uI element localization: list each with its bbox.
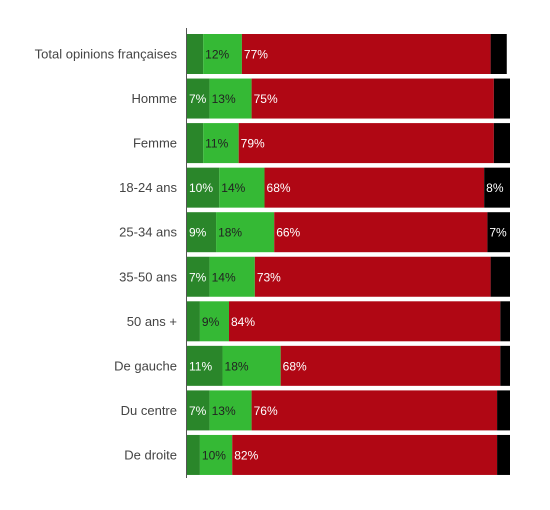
bar-segment [219, 167, 265, 208]
bar-segment [493, 78, 510, 119]
bar-segment [187, 390, 210, 431]
bar-segment [187, 256, 210, 297]
bar-segment [216, 212, 275, 253]
data-label: 9% [202, 315, 220, 329]
bar-segment [187, 434, 200, 475]
data-label: 10% [202, 448, 226, 462]
bar-segment [187, 345, 223, 386]
data-label: 8% [486, 181, 504, 195]
bar-segment [251, 390, 498, 431]
bar-segment [497, 390, 510, 431]
data-label: 9% [189, 226, 207, 240]
bar-segment [497, 434, 510, 475]
data-label: 68% [267, 181, 291, 195]
category-tick-label: Du centre [121, 403, 177, 418]
data-label: 76% [254, 404, 278, 418]
data-label: 77% [244, 48, 268, 62]
data-label: 13% [212, 404, 236, 418]
bar-segment [209, 78, 252, 119]
data-label: 13% [212, 92, 236, 106]
data-label: 75% [254, 92, 278, 106]
data-label: 10% [189, 181, 213, 195]
data-label: 84% [231, 315, 255, 329]
bar-segment [487, 212, 510, 253]
bar-segment [199, 434, 233, 475]
bar-segment [280, 345, 501, 386]
data-label: 7% [189, 270, 207, 284]
bar-segment [251, 78, 494, 119]
bar-segment [187, 78, 210, 119]
bar-segment [241, 34, 491, 74]
bar-segment [274, 212, 488, 253]
data-label: 79% [241, 137, 265, 151]
category-tick-label: Femme [133, 136, 177, 151]
category-labels-group: Total opinions françaises Homme Femme 18-24… [35, 47, 178, 463]
data-label: 73% [257, 270, 281, 284]
data-label: 7% [189, 92, 207, 106]
data-label: 12% [205, 48, 229, 62]
data-label: 14% [221, 181, 245, 195]
bar-segment [209, 256, 255, 297]
category-tick-label: 35-50 ans [119, 269, 177, 284]
bar-segment [203, 34, 242, 74]
bar-segment [209, 390, 252, 431]
bars-group: 12% 77% 7% 13% 75% 11% 79% 10% 14% 68% 8% 9% 18% 66% 7… [187, 34, 510, 475]
data-label: 18% [225, 359, 249, 373]
category-tick-label: Homme [131, 91, 177, 106]
data-label: 82% [234, 448, 258, 462]
data-label: 11% [205, 137, 228, 151]
bar-segment [203, 123, 239, 164]
bar-segment [187, 301, 200, 342]
bar-segment [484, 167, 510, 208]
category-tick-label: Total opinions françaises [35, 47, 178, 62]
bar-segment [187, 212, 217, 253]
bar-segment [500, 345, 510, 386]
bar-segment [490, 256, 510, 297]
data-label: 11% [189, 359, 212, 373]
bar-segment [490, 34, 507, 74]
bar-segment [493, 123, 510, 164]
bar-segment [222, 345, 281, 386]
bar-segment [232, 434, 498, 475]
bar-segment [238, 123, 494, 164]
data-label: 18% [218, 226, 242, 240]
data-label: 66% [276, 226, 300, 240]
bar-segment [187, 167, 220, 208]
category-tick-label: 18-24 ans [119, 180, 177, 195]
category-tick-label: De droite [124, 447, 177, 462]
bar-segment [264, 167, 485, 208]
category-tick-label: De gauche [114, 358, 177, 373]
bar-segment [187, 123, 204, 164]
bar-segment [500, 301, 510, 342]
data-label: 7% [189, 404, 207, 418]
category-tick-label: 50 ans + [127, 314, 177, 329]
bar-segment [254, 256, 491, 297]
data-label: 7% [489, 226, 507, 240]
bar-segment [199, 301, 229, 342]
bar-segment [228, 301, 501, 342]
category-tick-label: 25-34 ans [119, 225, 177, 240]
data-label: 68% [283, 359, 307, 373]
data-label: 14% [212, 270, 236, 284]
bar-segment [187, 34, 204, 74]
